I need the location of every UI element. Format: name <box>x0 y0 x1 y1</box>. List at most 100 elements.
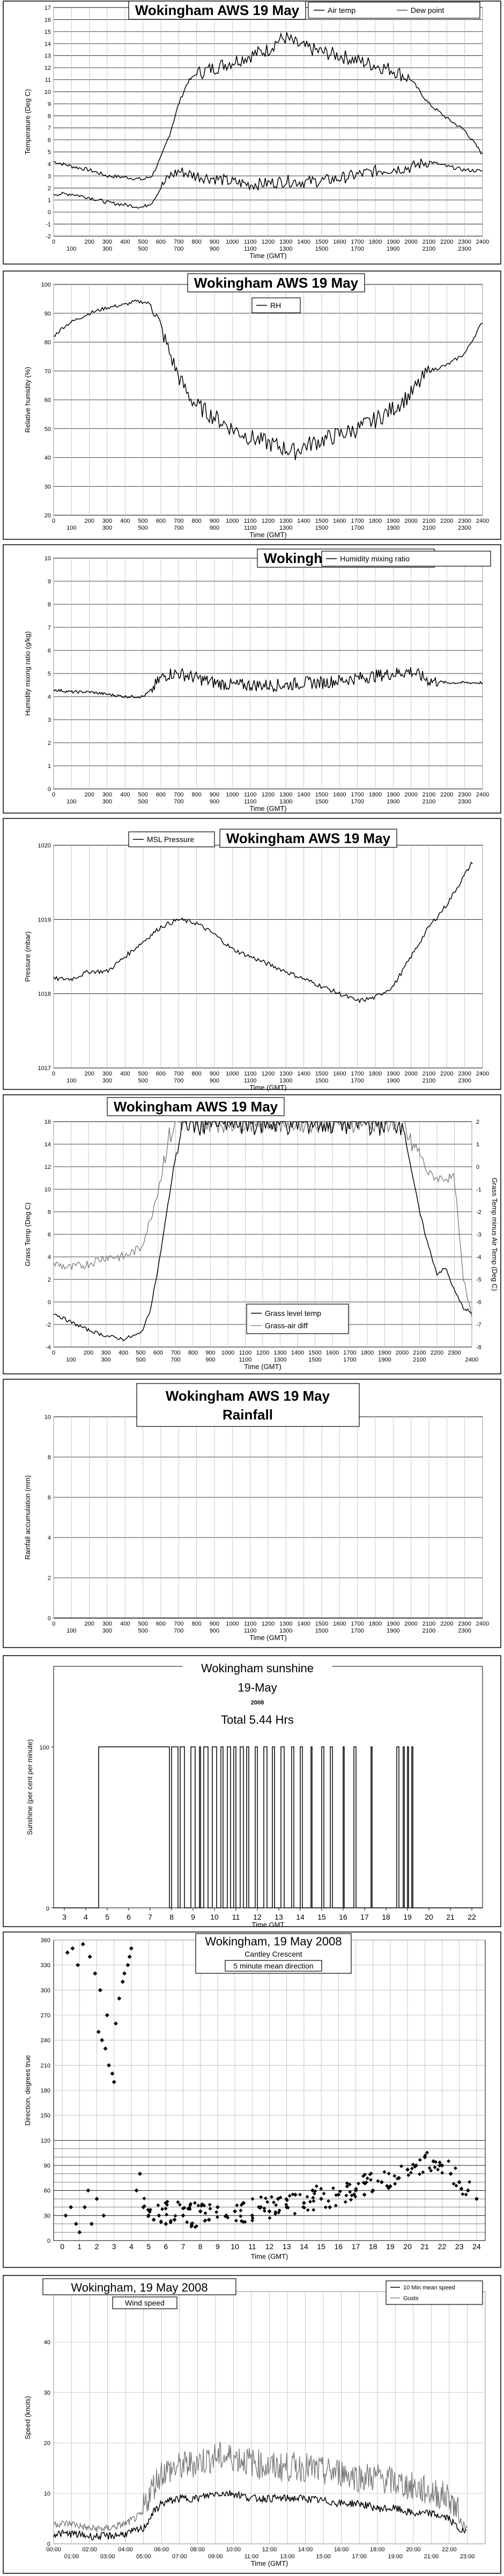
x-tick-label: 2100 <box>423 1078 435 1084</box>
direction-point <box>181 2213 186 2218</box>
x-axis-label: Time (GMT) <box>249 1634 287 1642</box>
x-tick-label: 1800 <box>369 792 382 798</box>
x-tick-label: 300 <box>101 1350 110 1356</box>
direction-point <box>436 2168 440 2172</box>
x-tick-label: 0 <box>60 2242 64 2251</box>
x-tick-label: 14:00 <box>298 2546 313 2553</box>
x-tick-label: 8 <box>198 2242 203 2251</box>
direction-point <box>73 2221 78 2226</box>
direction-point <box>250 2197 255 2201</box>
x-tick-label: 2100 <box>423 246 435 252</box>
x-tick-label: 17:00 <box>352 2553 367 2560</box>
x-tick-label: 4 <box>129 2242 134 2251</box>
x-tick-label: 1800 <box>369 518 382 524</box>
y-tick-label: 8 <box>48 113 51 120</box>
direction-point <box>96 2030 101 2035</box>
x-tick-label: 1700 <box>351 525 364 531</box>
y-tick-label: 10 <box>44 2491 50 2497</box>
x-tick-label: 1100 <box>244 239 257 245</box>
direction-point <box>65 1950 70 1955</box>
x-tick-label: 1500 <box>315 1621 328 1627</box>
chart-title-box <box>128 1 306 20</box>
x-tick-label: 1300 <box>279 239 292 245</box>
y-tick-label: 70 <box>45 368 51 375</box>
y-axis-label: Sunshine (per cent per minute) <box>26 1739 34 1835</box>
x-tick-label: 1300 <box>273 1350 286 1356</box>
direction-point <box>264 2196 268 2200</box>
direction-point <box>215 2205 220 2209</box>
direction-point <box>323 2205 328 2209</box>
x-tick-label: 1300 <box>279 518 292 524</box>
direction-point <box>405 2167 410 2172</box>
chart-title: Wokingham AWS 19 May <box>114 1099 278 1115</box>
x-tick-label: 500 <box>138 239 147 245</box>
y-axis-label: Direction, degrees true <box>24 2055 32 2126</box>
x-tick-label: 00:00 <box>46 2546 61 2553</box>
y-tick-label: 17 <box>45 5 51 11</box>
x-axis-label: Time (GMT) <box>244 1363 281 1371</box>
x-tick-label: 1500 <box>315 525 328 531</box>
x-tick-label: 200 <box>84 1621 94 1627</box>
x-tick-label: 500 <box>138 1621 147 1627</box>
series-mixing-ratio-line <box>53 667 483 699</box>
x-tick-label: 1100 <box>244 792 257 798</box>
x-tick-label: 700 <box>171 1350 180 1356</box>
direction-point <box>286 2206 290 2210</box>
x-tick-label: 2300 <box>458 1621 471 1627</box>
x-tick-label: 600 <box>156 1621 166 1627</box>
direction-point <box>159 2220 163 2224</box>
legend-rh: RH <box>270 301 281 310</box>
x-tick-label: 900 <box>210 518 219 524</box>
direction-point <box>267 2209 272 2214</box>
direction-point <box>192 2201 197 2205</box>
x-tick-label: 600 <box>156 1071 166 1077</box>
x-tick-label: 1200 <box>262 1071 275 1077</box>
y-tick-label: 4 <box>48 1535 51 1541</box>
x-tick-label: 7 <box>181 2242 186 2251</box>
direction-point <box>447 2159 451 2163</box>
direction-point <box>234 2219 238 2223</box>
direction-point <box>63 2213 68 2218</box>
x-tick-label: 11 <box>232 1913 240 1921</box>
y-tick-label: 7 <box>48 625 51 631</box>
direction-point <box>239 2203 243 2207</box>
direction-point <box>110 2071 115 2076</box>
direction-point <box>284 2197 288 2201</box>
direction-point <box>190 2221 195 2226</box>
x-tick-label: 2000 <box>404 239 417 245</box>
x-tick-label: 1200 <box>262 239 275 245</box>
direction-point <box>328 2205 332 2209</box>
x-tick-label: 300 <box>102 1071 112 1077</box>
direction-point <box>256 2205 261 2209</box>
direction-point <box>239 2214 243 2219</box>
y-tick-label: 1020 <box>38 843 51 849</box>
x-tick-label: 900 <box>210 799 219 805</box>
legend-mean-speed: 10 Min mean speed <box>403 2285 455 2291</box>
y-tick-label: 11 <box>45 77 51 84</box>
x-tick-label: 2400 <box>476 518 489 524</box>
direction-point <box>301 2205 305 2209</box>
x-tick-label: 1700 <box>351 1628 364 1634</box>
direction-point <box>440 2171 444 2175</box>
direction-point <box>357 2182 361 2186</box>
x-tick-label: 6 <box>164 2242 168 2251</box>
y-tick-label: 60 <box>44 2188 50 2194</box>
direction-point <box>284 2202 288 2207</box>
legend-box <box>321 551 491 567</box>
y-tick-label: 1 <box>48 763 51 770</box>
y-tick-label: 0 <box>47 2238 50 2244</box>
y-tick-label: 50 <box>45 426 51 433</box>
y-tick-label: -1 <box>46 222 51 228</box>
x-tick-label: 14 <box>300 2242 308 2251</box>
chart-year: 2008 <box>251 1700 264 1706</box>
direction-point <box>271 2200 276 2205</box>
x-tick-label: 22 <box>438 2242 447 2251</box>
direction-point <box>293 2192 298 2197</box>
x-tick-label: 03:00 <box>100 2553 115 2560</box>
y-tick-label: 10 <box>45 1187 51 1193</box>
x-tick-label: 1900 <box>378 1350 391 1356</box>
x-tick-label: 400 <box>120 1621 130 1627</box>
direction-point <box>223 2214 227 2219</box>
x-tick-label: 1300 <box>279 246 292 252</box>
